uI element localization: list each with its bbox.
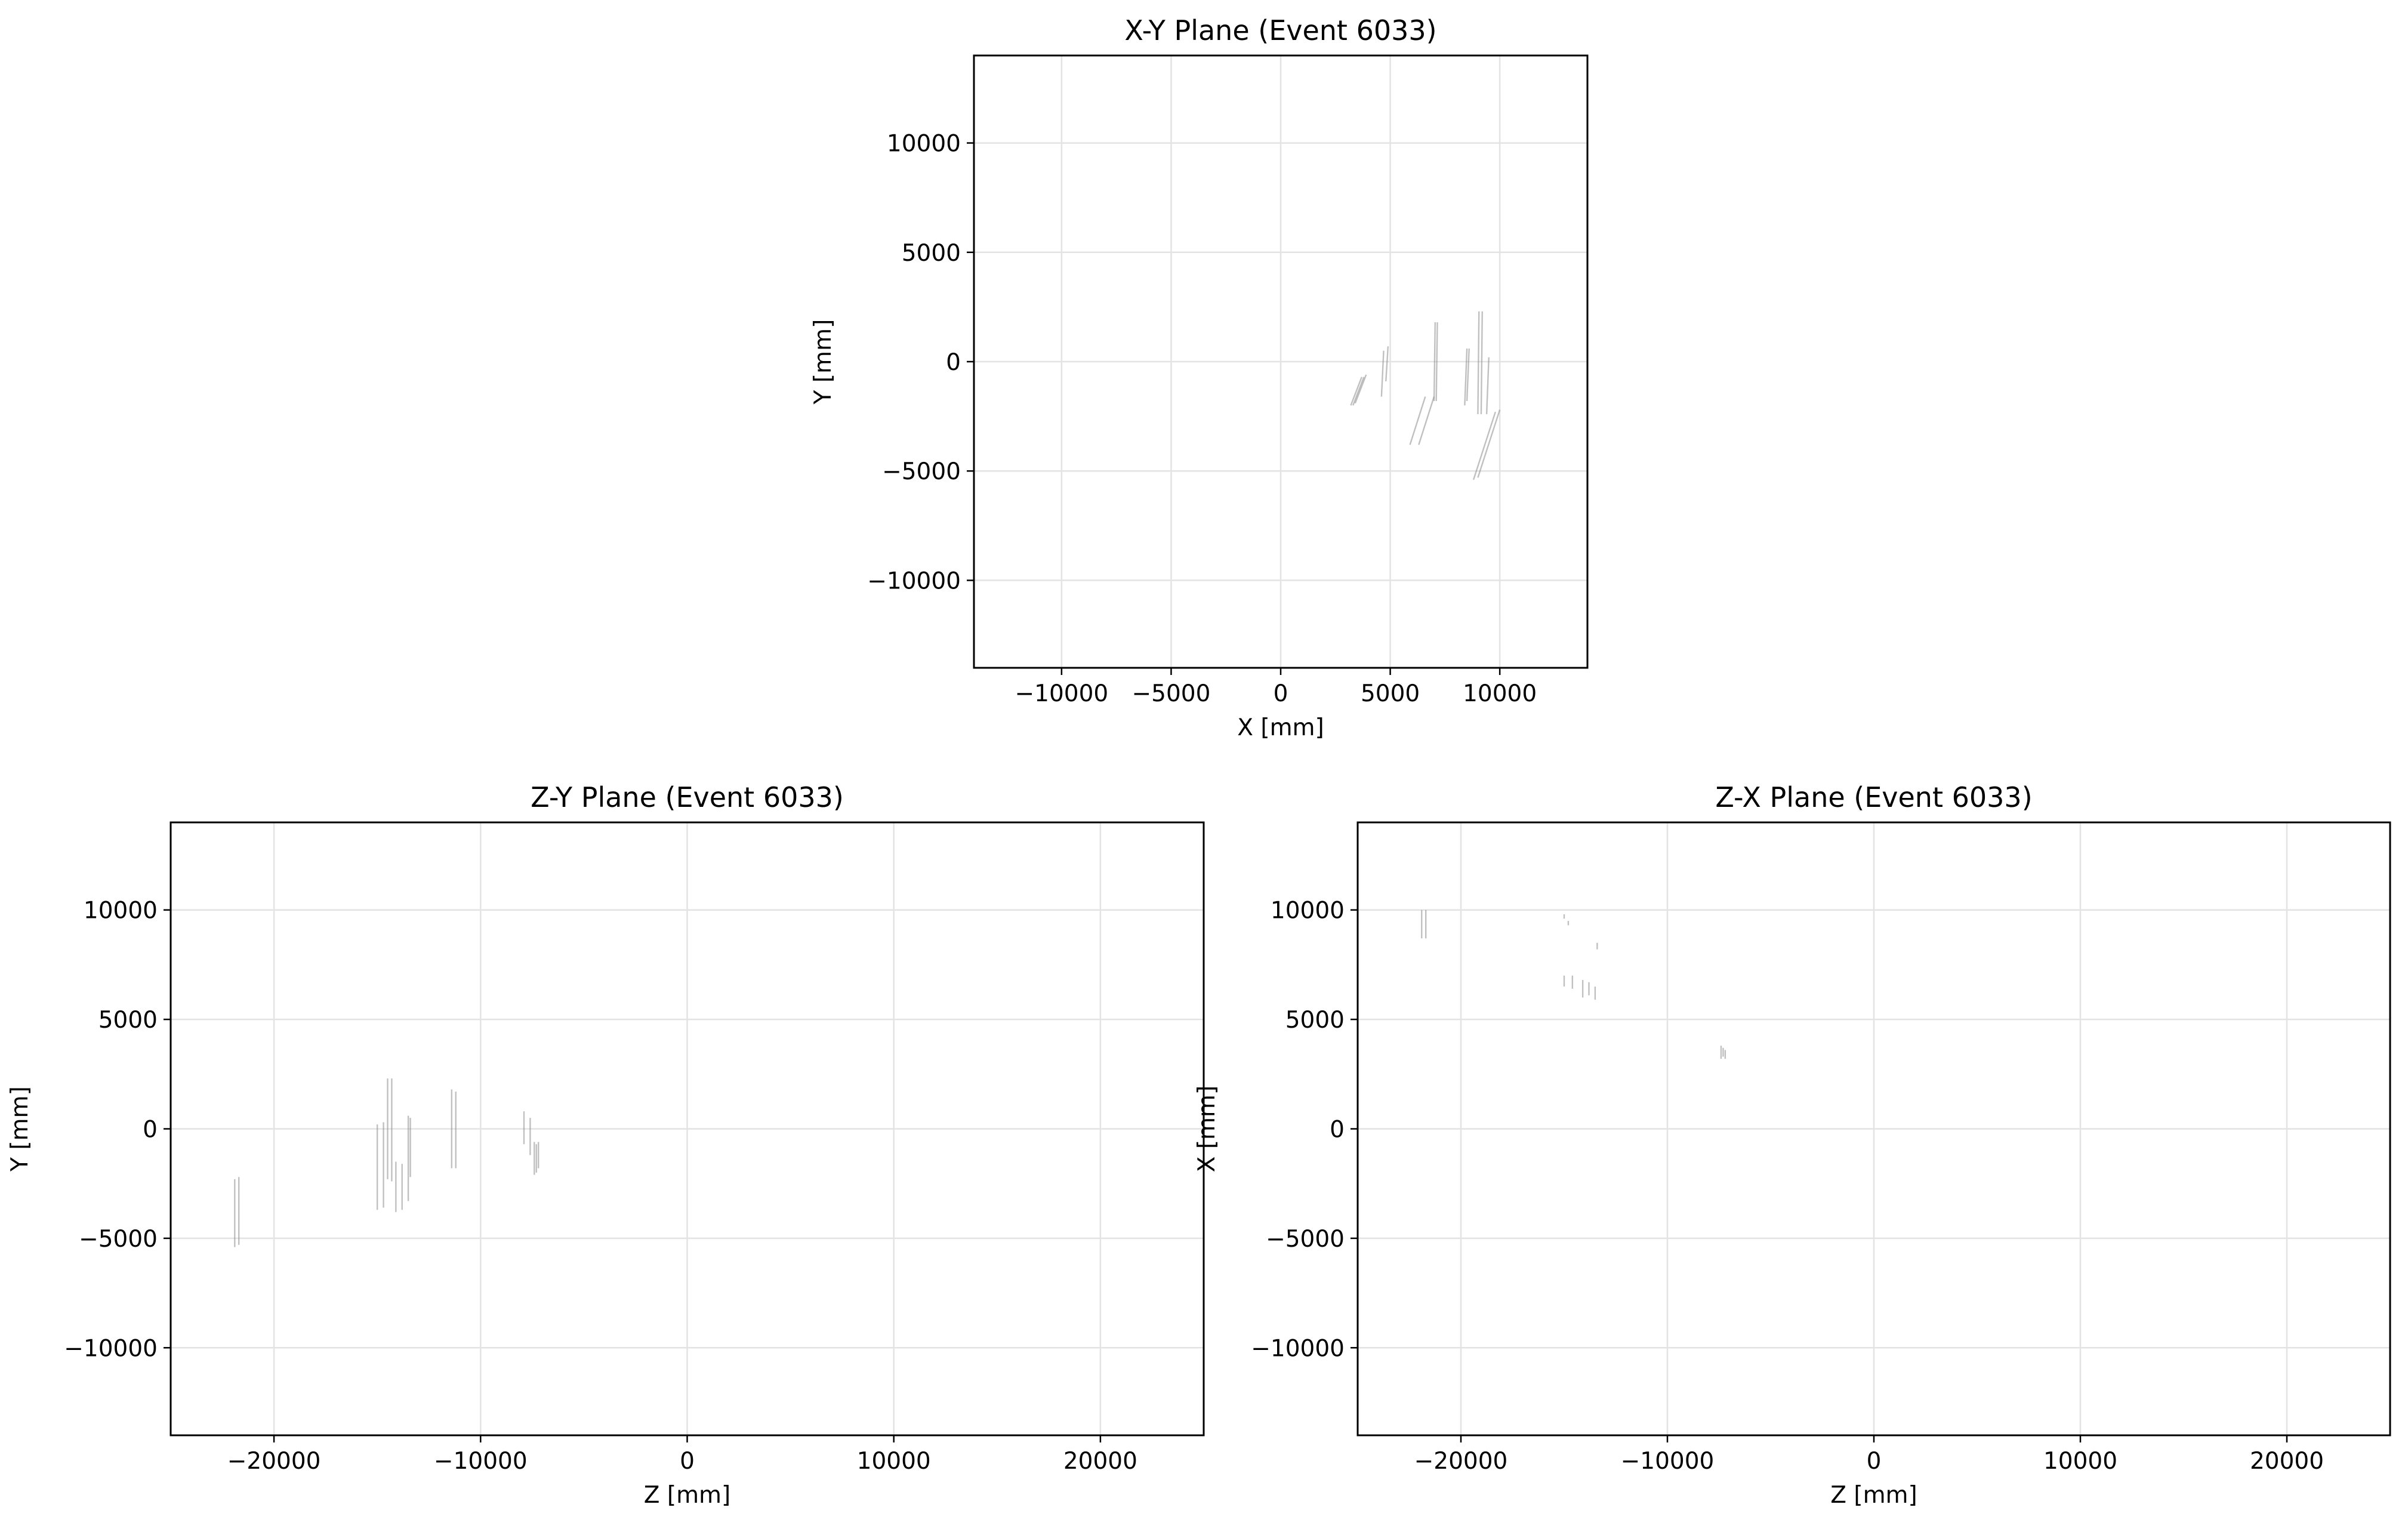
zx-x-tick-label: −20000 [1414, 1448, 1508, 1475]
zy-y-tick-label: 10000 [84, 898, 158, 924]
xy-x-tick-label: −5000 [1131, 680, 1210, 707]
zy-x-tick-label: 0 [680, 1448, 695, 1475]
zx-y-axis-label: X [mm] [1194, 1086, 1220, 1173]
zx-plane-panel: −20000 −10000 0 10000 20000 −10000 −5000 0 5000 1… [1194, 781, 2391, 1509]
xy-track-segment [1354, 374, 1367, 404]
xy-y-tick-label: 10000 [887, 131, 961, 158]
zx-x-axis-label: Z [mm] [1830, 1482, 1917, 1509]
xy-track-segment [1464, 348, 1468, 406]
xy-x-axis-label: X [mm] [1237, 714, 1324, 741]
xy-x-tick-label: 0 [1274, 680, 1288, 707]
xy-y-tick-label: 0 [946, 349, 961, 376]
zy-x-axis-label: Z [mm] [644, 1482, 731, 1509]
zy-x-tick-label: −10000 [434, 1448, 528, 1475]
zx-x-tick-label: −10000 [1621, 1448, 1715, 1475]
xy-track-segment [1480, 311, 1483, 414]
xy-track-segment [1485, 357, 1490, 414]
xy-plane-panel: −10000 −5000 0 5000 10000 −10000 −5000 0 5000 100… [810, 14, 1589, 741]
zy-x-tick-label: 10000 [857, 1448, 931, 1475]
zy-y-tick-label: −10000 [64, 1335, 158, 1362]
xy-track-segment [1409, 396, 1426, 445]
zy-y-tick-label: −5000 [79, 1226, 158, 1253]
zx-x-tick-label: 0 [1867, 1448, 1882, 1475]
zx-y-tick-label: 5000 [1285, 1007, 1345, 1034]
xy-plot-title: X-Y Plane (Event 6033) [1124, 14, 1436, 47]
xy-track-segment [1435, 322, 1438, 401]
zx-y-tick-label: −10000 [1251, 1335, 1345, 1362]
zx-x-tick-label: 10000 [2043, 1448, 2117, 1475]
zx-y-tick-label: −5000 [1266, 1226, 1345, 1253]
xy-track-segment [1352, 377, 1365, 406]
xy-track-segment [1380, 350, 1385, 397]
zy-y-tick-label: 0 [143, 1117, 158, 1143]
xy-track-segment [1418, 396, 1435, 445]
zy-plot-title: Z-Y Plane (Event 6033) [531, 781, 844, 813]
xy-track-segment [1466, 348, 1470, 402]
zy-plane-panel: −20000 −10000 0 10000 20000 −10000 −5000 0 5000 1… [7, 781, 1205, 1509]
zy-x-tick-label: −20000 [227, 1448, 321, 1475]
xy-track-segment [1385, 346, 1389, 382]
xy-track-segment [1477, 311, 1480, 414]
xy-x-tick-label: 10000 [1463, 680, 1537, 707]
xy-track-segment [1433, 322, 1436, 401]
zy-y-tick-label: 5000 [98, 1007, 158, 1034]
zx-y-tick-label: 10000 [1271, 898, 1345, 924]
xy-y-tick-label: −5000 [882, 458, 961, 485]
xy-track-segment [1477, 409, 1501, 478]
xy-y-tick-label: 5000 [902, 240, 961, 267]
zx-x-tick-label: 20000 [2250, 1448, 2324, 1475]
xy-track-segment [1350, 377, 1362, 406]
xy-y-tick-label: −10000 [867, 568, 961, 594]
xy-x-tick-label: 5000 [1361, 680, 1420, 707]
zy-x-tick-label: 20000 [1063, 1448, 1137, 1475]
xy-x-tick-label: −10000 [1015, 680, 1108, 707]
zx-y-tick-label: 0 [1330, 1117, 1345, 1143]
zy-y-axis-label: Y [mm] [7, 1086, 33, 1172]
xy-y-axis-label: Y [mm] [810, 319, 837, 405]
zx-plot-title: Z-X Plane (Event 6033) [1715, 781, 2032, 813]
xy-track-segment [1472, 411, 1496, 480]
